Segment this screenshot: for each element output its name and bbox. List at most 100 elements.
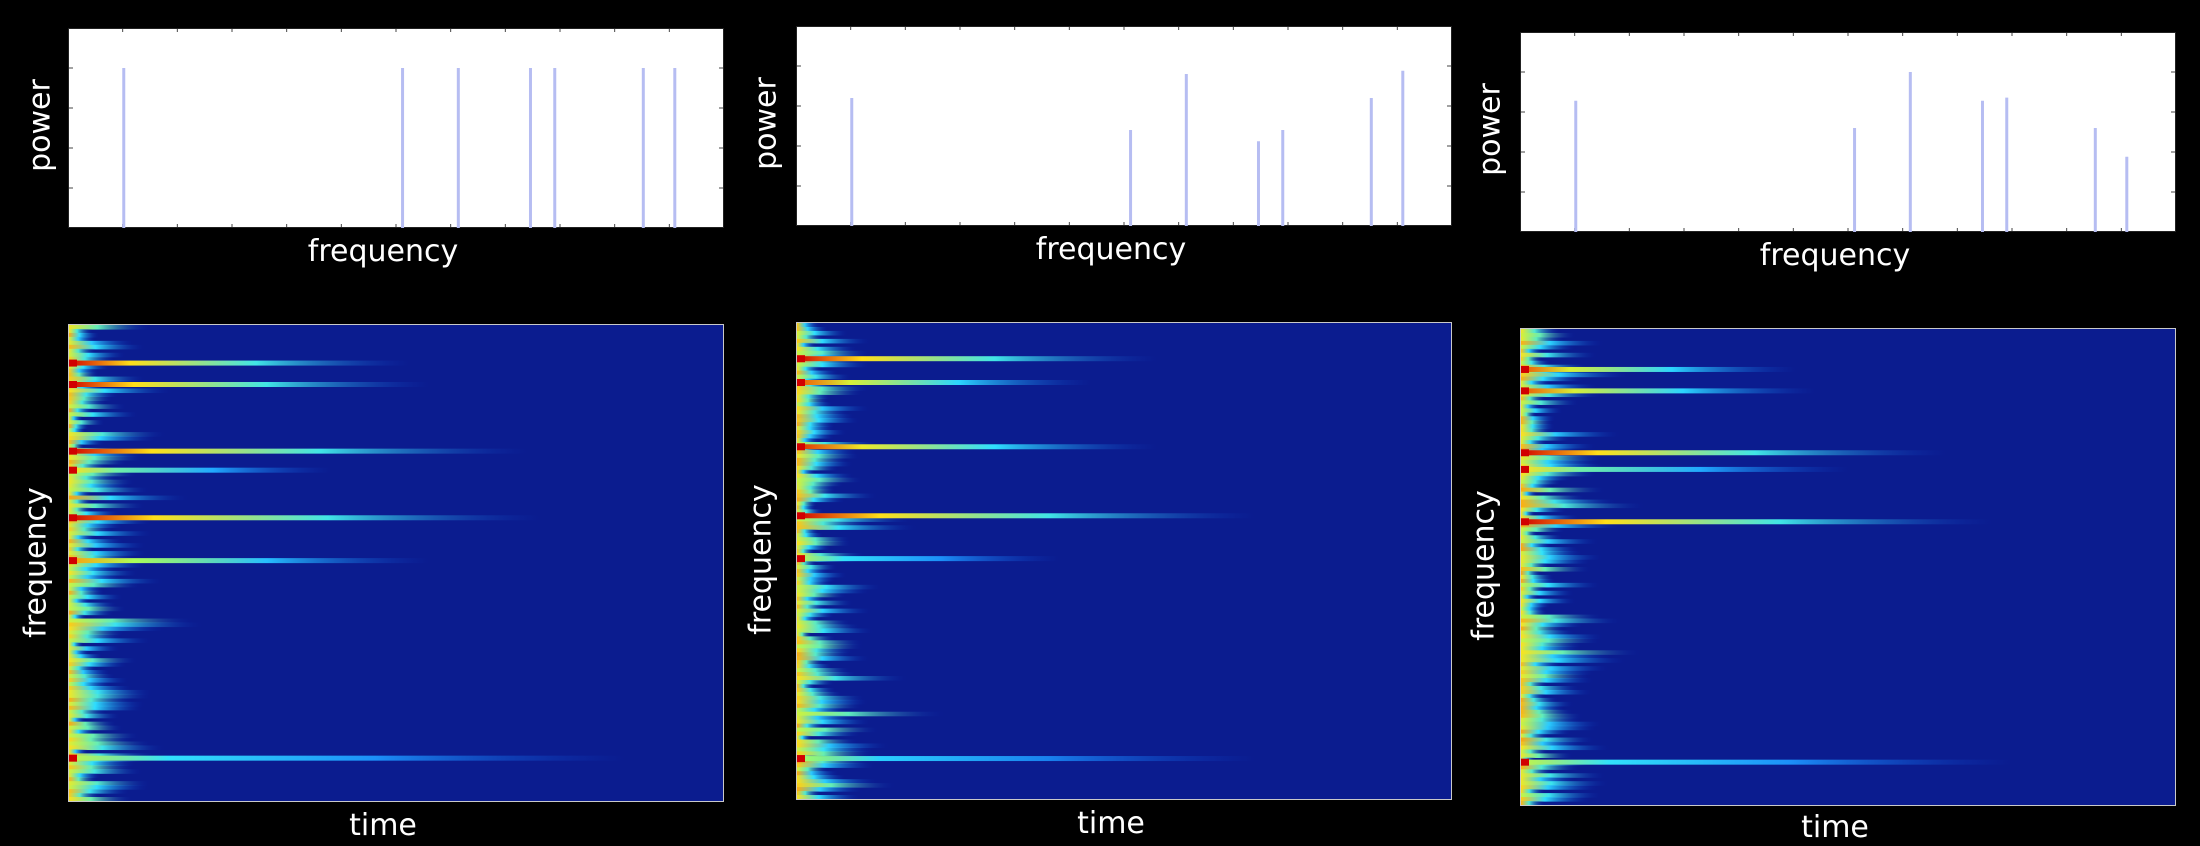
power-spectrum-3-xlabel: frequency: [1759, 238, 1911, 273]
onset-cell: [797, 473, 854, 479]
onset-cell: [797, 775, 846, 780]
onset-cell: [797, 529, 819, 534]
harmonic-onset: [1521, 387, 1529, 395]
onset-cell: [797, 553, 865, 558]
onset-cell: [797, 691, 842, 697]
onset-cell: [797, 481, 844, 487]
onset-cell: [69, 352, 126, 358]
onset-cell: [69, 396, 113, 401]
onset-cell: [1521, 717, 1581, 723]
onset-cell: [69, 582, 140, 588]
onset-cell: [69, 491, 92, 497]
harmonic-line: [69, 360, 410, 366]
onset-cell: [1521, 753, 1573, 758]
axis-ticks: [1520, 32, 2176, 232]
onset-cell: [1521, 563, 1551, 568]
onset-cell: [797, 600, 853, 606]
onset-cell: [797, 791, 821, 796]
onset-cell: [797, 477, 862, 483]
onset-cell: [1521, 440, 1548, 445]
onset-cell: [797, 580, 833, 586]
onset-cell: [69, 749, 88, 754]
onset-cell: [1521, 396, 1547, 401]
onset-cell: [1521, 769, 1553, 774]
onset-cell: [69, 634, 122, 639]
harmonic-onset: [1521, 465, 1529, 473]
onset-cell: [1521, 582, 1600, 588]
onset-cell: [1521, 503, 1644, 509]
onset-cell: [797, 366, 822, 372]
onset-cell: [797, 426, 835, 431]
power-spectrum-1-svg: [68, 28, 724, 228]
harmonic-line: [69, 558, 429, 564]
onset-cell: [1521, 686, 1579, 691]
onset-cell: [69, 606, 126, 612]
onset-cell: [797, 338, 870, 344]
onset-cell: [797, 561, 817, 566]
onset-cell: [1521, 567, 1591, 572]
onset-cell: [1521, 574, 1554, 580]
onset-cell: [1521, 594, 1539, 600]
onset-cell: [69, 475, 119, 481]
harmonic-line: [1521, 519, 1992, 525]
onset-cell: [797, 576, 837, 582]
power-spectrum-3-svg: [1520, 32, 2176, 232]
onset-cell: [1521, 654, 1612, 659]
onset-cell: [69, 646, 120, 651]
onset-cell: [797, 326, 828, 332]
onset-cell: [69, 777, 97, 782]
onset-cell: [1521, 666, 1608, 671]
onset-cell: [797, 624, 860, 630]
onset-cell: [1521, 670, 1594, 675]
onset-cell: [1521, 682, 1548, 687]
onset-cell: [797, 695, 864, 701]
onset-cell: [1521, 745, 1610, 751]
onset-cell: [797, 668, 850, 673]
harmonic-line: [1521, 759, 2012, 765]
onset-cell: [69, 598, 91, 604]
onset-cell: [69, 650, 90, 655]
onset-cell: [797, 795, 860, 799]
onset-cell: [797, 505, 816, 511]
harmonic-onset: [69, 381, 77, 388]
onset-cell: [797, 517, 912, 522]
onset-cell: [797, 533, 824, 538]
onset-cell: [1521, 630, 1575, 636]
onset-cell: [1521, 348, 1544, 354]
onset-cell: [797, 414, 854, 419]
power-spectrum-1-xlabel: frequency: [307, 234, 459, 269]
onset-cell: [1521, 618, 1621, 624]
onset-cell: [1521, 570, 1542, 576]
onset-cell: [69, 408, 94, 413]
onset-cell: [69, 451, 143, 457]
onset-cell: [1521, 781, 1608, 786]
onset-cell: [797, 608, 871, 614]
harmonic-onset: [1521, 518, 1529, 526]
onset-cell: [69, 626, 165, 632]
onset-cell: [797, 493, 877, 499]
power-spectrum-3: [1520, 32, 2176, 232]
onset-cell: [797, 731, 860, 737]
onset-cell: [69, 440, 105, 445]
onset-cell: [797, 751, 874, 756]
onset-cell: [69, 503, 145, 509]
spectrogram-3-xlabel: time: [1801, 810, 1869, 845]
onset-cell: [1521, 511, 1536, 517]
onset-cell: [1521, 741, 1583, 747]
onset-cell: [1521, 638, 1600, 643]
onset-cell: [797, 469, 816, 475]
plot-frame: [68, 28, 724, 228]
onset-cell: [1521, 622, 1583, 628]
onset-cell: [69, 432, 166, 437]
onset-cell: [1521, 416, 1556, 421]
onset-cell: [1521, 360, 1551, 366]
onset-cell: [1521, 642, 1583, 647]
onset-cell: [69, 697, 134, 703]
onset-cell: [69, 773, 101, 778]
onset-cell: [1521, 578, 1557, 584]
onset-cell: [797, 537, 850, 542]
onset-cell: [797, 346, 857, 352]
onset-cell: [1521, 344, 1576, 350]
onset-cell: [69, 416, 84, 421]
onset-cell: [69, 519, 152, 524]
